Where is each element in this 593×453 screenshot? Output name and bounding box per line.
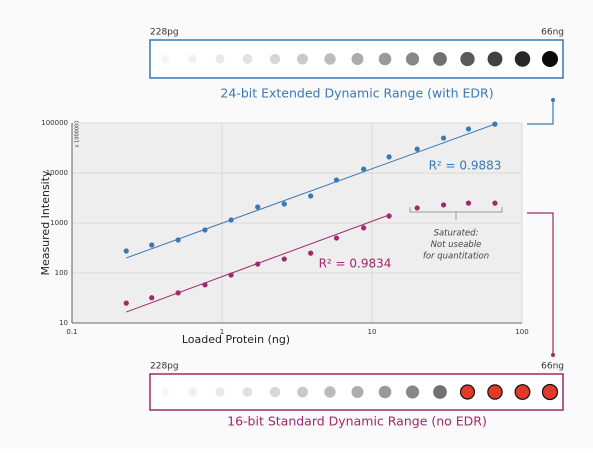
y-tick-label: 10000: [46, 169, 68, 177]
data-point: [123, 248, 129, 254]
saturated-dot: [514, 384, 531, 400]
data-point: [492, 121, 498, 127]
saturated-dot: [541, 383, 559, 401]
r2-label: R² = 0.9834: [319, 257, 392, 271]
blot-dot: [351, 386, 364, 398]
blot-dot: [242, 387, 253, 397]
blot-end-label: 66ng: [541, 28, 564, 38]
data-point: [202, 227, 208, 233]
data-point: [414, 205, 420, 211]
annotation: Saturated:: [434, 229, 479, 239]
data-point: [308, 250, 314, 256]
data-point: [175, 290, 181, 296]
blot-dot: [324, 386, 336, 398]
data-point: [308, 193, 314, 199]
blot-dot: [487, 51, 503, 67]
x-tick-label: 100: [515, 328, 528, 336]
blot-dot: [161, 55, 169, 63]
blot-end-label: 66ng: [541, 362, 564, 372]
data-point: [440, 202, 447, 208]
blot-dot: [433, 385, 447, 399]
data-point: [123, 300, 129, 306]
blot-dot: [161, 388, 169, 396]
x-tick-label: 1: [220, 328, 224, 336]
data-point: [333, 235, 340, 241]
blot-dot: [242, 54, 253, 64]
connector: [527, 212, 554, 355]
blot-dot: [297, 386, 308, 398]
blot-dot: [297, 53, 308, 65]
data-point: [492, 200, 498, 206]
y-unit-note: x 1000000: [75, 121, 81, 148]
connector-dot: [551, 353, 555, 357]
blot-dot: [378, 385, 392, 399]
y-tick-label: 100: [55, 269, 68, 277]
connector-dot: [551, 98, 555, 102]
data-point: [175, 237, 181, 243]
blot-dot: [514, 51, 531, 67]
x-tick-label: 0.1: [66, 328, 77, 336]
x-axis-label: Loaded Protein (ng): [182, 333, 290, 346]
blot-dot: [324, 53, 336, 65]
blot-dot: [405, 385, 420, 399]
data-point: [228, 217, 234, 223]
data-point: [414, 146, 420, 152]
data-point: [149, 295, 155, 301]
blot-caption: 24-bit Extended Dynamic Range (with EDR): [220, 86, 493, 101]
blot-dot: [460, 51, 475, 67]
blot-start-label: 228pg: [150, 28, 179, 38]
annotation: for quantitation: [423, 252, 489, 262]
data-point: [361, 166, 367, 172]
blot-dot: [405, 52, 420, 66]
data-point: [255, 261, 261, 267]
blot-dot: [215, 387, 225, 397]
data-point: [386, 154, 392, 160]
saturated-dot: [459, 384, 476, 400]
blot-dot: [215, 54, 225, 64]
data-point: [255, 204, 261, 210]
data-point: [202, 282, 208, 288]
blot-dot: [188, 54, 197, 64]
data-point: [281, 256, 287, 262]
blot-dot: [269, 386, 281, 398]
blot-dot: [269, 53, 281, 65]
blot-caption: 16-bit Standard Dynamic Range (no EDR): [227, 414, 487, 429]
data-point: [386, 213, 392, 219]
annotation: Not useable: [431, 240, 482, 250]
data-point: [465, 200, 472, 206]
blot-dot: [542, 51, 558, 67]
data-point: [465, 126, 472, 132]
y-tick-label: 100000: [41, 119, 68, 127]
blot-dot: [188, 387, 197, 397]
trend-line: [126, 123, 496, 259]
data-point: [149, 242, 155, 248]
blot-start-label: 228pg: [150, 362, 179, 372]
data-point: [361, 225, 367, 231]
blot-dot: [351, 53, 364, 65]
saturated-dot: [487, 384, 503, 400]
blot-dot: [378, 52, 392, 66]
y-tick-label: 1000: [50, 219, 68, 227]
r2-label: R² = 0.9883: [429, 159, 502, 173]
data-point: [440, 135, 447, 141]
data-point: [228, 272, 234, 278]
x-tick-label: 10: [368, 328, 377, 336]
data-point: [333, 177, 340, 183]
y-axis-label: Measured Intensity: [39, 170, 52, 276]
connector: [527, 100, 554, 125]
blot-dot: [433, 52, 447, 66]
data-point: [281, 201, 287, 207]
y-tick-label: 10: [59, 319, 68, 327]
